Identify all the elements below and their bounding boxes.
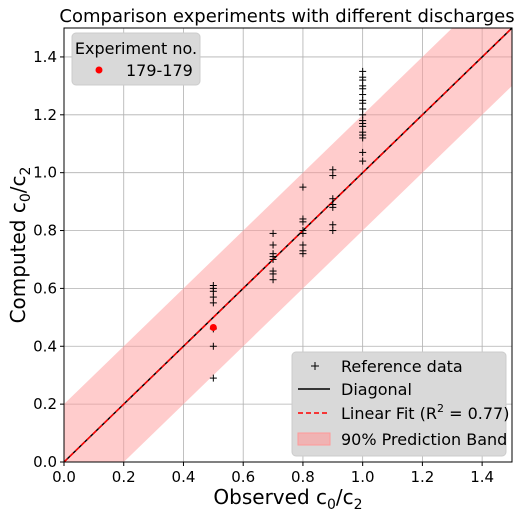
reference-point (209, 342, 217, 350)
chart-title: Comparison experiments with different di… (59, 6, 514, 27)
data-points (209, 67, 367, 382)
y-tick-label: 1.2 (33, 106, 57, 124)
plot-frame (63, 27, 513, 463)
x-tick-label: 0.4 (172, 468, 196, 486)
y-tick-label: 0.8 (33, 222, 57, 240)
x-tick-label: 1.2 (410, 468, 434, 486)
x-tick-label: 0.0 (52, 468, 76, 486)
x-tick-label: 0.6 (231, 468, 255, 486)
y-tick-label: 0.2 (33, 395, 57, 413)
x-tick-label: 1.4 (470, 468, 494, 486)
x-axis-label: Observed c0/c2 (213, 485, 362, 513)
experiment-point (209, 323, 217, 331)
reference-point (209, 374, 217, 382)
y-tick-label: 1.4 (33, 48, 57, 66)
experiment-legend-box (71, 32, 201, 86)
x-tick-label: 0.8 (291, 468, 315, 486)
experiment-legend-marker (95, 66, 103, 74)
legend-label-linear-fit: Linear Fit (R2 = 0.77) (341, 402, 509, 423)
legend-marker-prediction-band (297, 432, 331, 446)
fit-lines (64, 28, 512, 462)
reference-point (209, 282, 217, 290)
x-tick-label: 0.2 (112, 468, 136, 486)
reference-point (329, 195, 337, 203)
reference-point (329, 221, 337, 229)
reference-point (269, 250, 277, 258)
reference-point (299, 227, 307, 235)
experiment-legend-entry: 179-179 (126, 61, 193, 80)
x-ticks: 0.0 0.2 0.4 0.6 0.8 1.0 1.2 1.4 (52, 462, 494, 486)
y-ticks: 0.0 0.2 0.4 0.6 0.8 1.0 1.2 1.4 (33, 48, 64, 471)
reference-point (359, 148, 367, 156)
reference-point (359, 157, 367, 165)
diagonal-line (64, 28, 512, 462)
reference-point (359, 67, 367, 75)
y-tick-label: 0.6 (33, 279, 57, 297)
main-legend-box (291, 351, 507, 457)
reference-point (299, 241, 307, 249)
y-axis-label: Computed c0/c2 (6, 167, 34, 324)
legend-label-diagonal: Diagonal (341, 380, 412, 399)
experiment-legend: Experiment no. 179-179 (71, 32, 201, 86)
legend-label-reference: Reference data (341, 357, 463, 376)
legend-marker-reference (311, 362, 319, 370)
reference-point (269, 267, 277, 275)
experiment-legend-title: Experiment no. (75, 39, 197, 58)
reference-point (269, 241, 277, 249)
main-legend: Reference data Diagonal Linear Fit (R2 =… (291, 351, 509, 457)
legend-label-prediction-band: 90% Prediction Band (341, 430, 507, 449)
y-tick-label: 0.4 (33, 337, 57, 355)
y-tick-label: 1.0 (33, 164, 57, 182)
reference-point (269, 229, 277, 237)
reference-point (299, 215, 307, 223)
reference-point (329, 166, 337, 174)
x-tick-label: 1.0 (351, 468, 375, 486)
reference-point (299, 183, 307, 191)
y-tick-label: 0.0 (33, 453, 57, 471)
